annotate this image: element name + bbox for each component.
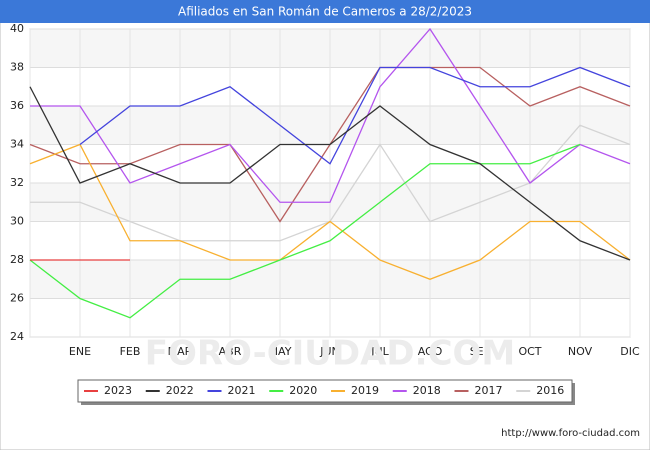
- source: http://www.foro-ciudad.com: [501, 428, 640, 439]
- y-tick-label: 34: [10, 138, 24, 151]
- x-tick-label: AGO: [418, 345, 443, 358]
- x-tick-label: DIC: [620, 345, 640, 358]
- y-tick-label: 30: [10, 215, 24, 228]
- y-tick-label: 32: [10, 176, 24, 189]
- legend-label: 2020: [289, 384, 317, 397]
- legend: [77, 379, 573, 403]
- series-line: [29, 86, 631, 261]
- legend-label: 2018: [413, 384, 441, 397]
- x-tick-label: JUL: [370, 345, 389, 358]
- series-line: [79, 66, 631, 165]
- legend-label: 2016: [536, 384, 564, 397]
- y-tick-label: 28: [10, 253, 24, 266]
- title-bar: [0, 0, 650, 23]
- x-tick-label: FEB: [120, 345, 141, 358]
- legend-label: 2022: [166, 384, 194, 397]
- y-tick-label: 40: [10, 22, 24, 35]
- y-tick-label: 24: [10, 330, 24, 343]
- y-tick-label: 38: [10, 61, 24, 74]
- legend-label: 2017: [475, 384, 503, 397]
- x-tick-label: NOV: [568, 345, 593, 358]
- x-tick-label: ABR: [219, 345, 242, 358]
- x-tick-label: JUN: [319, 345, 340, 358]
- y-tick-label: 36: [10, 99, 24, 112]
- series-line: [30, 27, 631, 203]
- series-line: [29, 143, 581, 319]
- chart-title: Afiliados en San Román de Cameros a 28/2…: [178, 5, 472, 19]
- series-line: [29, 143, 631, 280]
- x-tick-label: MAY: [269, 345, 292, 358]
- x-tick-label: SEP: [470, 345, 491, 358]
- y-tick-label: 26: [10, 292, 24, 305]
- legend-label: 2023: [104, 384, 132, 397]
- watermark: FORO-CIUDAD.COM: [145, 334, 516, 374]
- x-tick-label: MAR: [168, 345, 193, 358]
- legend-label: 2019: [351, 384, 379, 397]
- legend-label: 2021: [228, 384, 256, 397]
- x-tick-label: ENE: [69, 345, 91, 358]
- x-tick-label: OCT: [518, 345, 541, 358]
